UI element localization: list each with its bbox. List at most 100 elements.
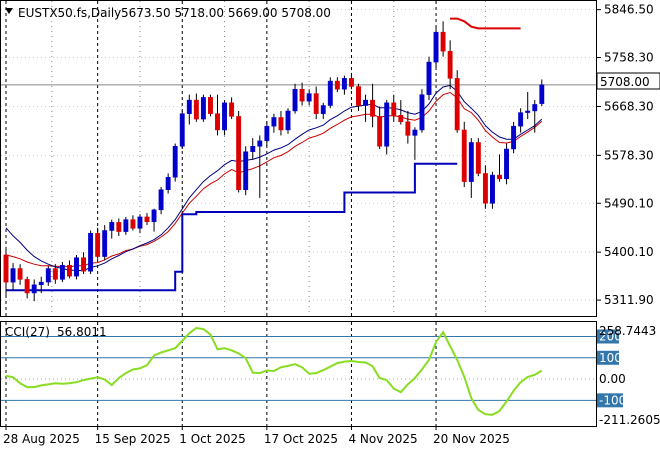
candle-body [130,219,136,229]
candle-body [370,99,376,117]
candle-body [391,102,397,116]
candle-body [398,115,404,123]
price-tick-label: 5758.30 [604,51,654,65]
cci-level-lines [1,335,596,401]
candle-body [313,93,319,114]
candle-body [539,84,545,104]
candle-body [151,209,157,223]
cci-panel-frame [0,321,597,427]
candle-body [271,117,277,127]
candle-body [102,230,108,257]
candle-body [257,140,263,147]
candle-body [38,281,44,286]
price-tick-label: 5578.30 [604,148,654,162]
candle-body [67,265,72,277]
cci-level-box [597,393,623,408]
fast-average-line [5,84,543,272]
cci-axis: 200 100 0.00 -100 [597,329,626,408]
candle-body [327,80,333,106]
candle-body [320,105,326,114]
candle-body [200,97,206,120]
candle-body [10,268,16,283]
candle-body [285,110,291,131]
candle-body [433,31,439,63]
candle-body [144,216,150,223]
cci-level-box [597,350,619,365]
cci-value-label: 56.8011 [57,325,107,339]
candle-body [3,254,9,283]
candle-body [123,219,129,232]
candle-body [158,189,164,211]
candle-body [504,148,510,180]
candle-body [454,78,460,131]
candle-body [377,116,383,147]
candle-body [81,257,86,272]
candlestick-series [3,21,545,302]
candle-body [482,173,488,204]
candle-body [74,257,79,277]
candle-body [518,112,524,127]
candle-body [172,146,178,178]
candle-body [349,78,354,87]
candle-body [250,146,256,152]
candle-body [461,129,467,182]
cci-tick-label: 200 [599,329,622,343]
candle-body [306,93,312,102]
cci-line [5,326,543,416]
cci-min-label: -211.2605 [599,413,660,427]
date-tick-label: 15 Sep 2025 [95,432,171,446]
price-axis: 5846.50 5758.30 5668.30 5578.30 5490.10 5400.… [596,3,654,307]
candle-body [193,99,199,120]
price-tick-label: 5311.90 [604,293,654,307]
collapse-triangle-icon[interactable] [5,8,13,14]
candle-body [45,268,51,283]
candle-body [419,94,425,131]
price-tick-label: 5400.10 [604,245,654,259]
cci-tick-label: 100 [599,351,622,365]
candle-body [229,102,235,117]
cci-name-label: CCI(27) [5,325,50,339]
cci-level-box [597,329,619,344]
symbol-label: EUSTX50.fs,Daily [18,6,121,20]
candle-body [292,88,298,112]
support-step-line [6,162,458,292]
candle-body [165,176,171,190]
candle-body [24,279,30,294]
candle-body [137,216,143,229]
cci-max-label: 258.7443 [599,324,656,338]
date-tick-label: 20 Nov 2025 [433,432,510,446]
date-tick-label: 17 Oct 2025 [264,432,338,446]
candle-body [299,88,305,102]
candle-body [179,113,185,147]
candle-body [384,102,390,147]
date-tick-label: 1 Oct 2025 [179,432,246,446]
resistance-line [450,17,521,30]
cci-tick-label: -100 [599,393,626,407]
candle-body [31,284,37,294]
candle-body [405,121,411,136]
candle-body [475,142,481,174]
price-tick-label: 5846.50 [604,3,654,17]
candle-body [264,125,270,142]
candle-body [447,50,453,79]
overlay-lines [5,17,543,292]
candle-body [363,99,369,106]
candle-body [109,222,115,231]
candle-body [440,31,446,52]
date-tick-label: 4 Nov 2025 [348,432,417,446]
last-price-label: 5708.00 [600,75,650,89]
candle-body [186,99,192,114]
price-panel-frame [0,0,597,317]
candle-body [334,80,340,90]
candle-body [95,232,101,257]
grid-lines [1,1,596,426]
candle-body [243,151,249,190]
date-tick-label: 28 Aug 2025 [3,432,80,446]
candle-body [278,117,284,131]
slow-average-line [5,91,543,268]
candle-body [426,61,432,95]
last-price-box [596,72,660,90]
cci-series [5,326,543,416]
